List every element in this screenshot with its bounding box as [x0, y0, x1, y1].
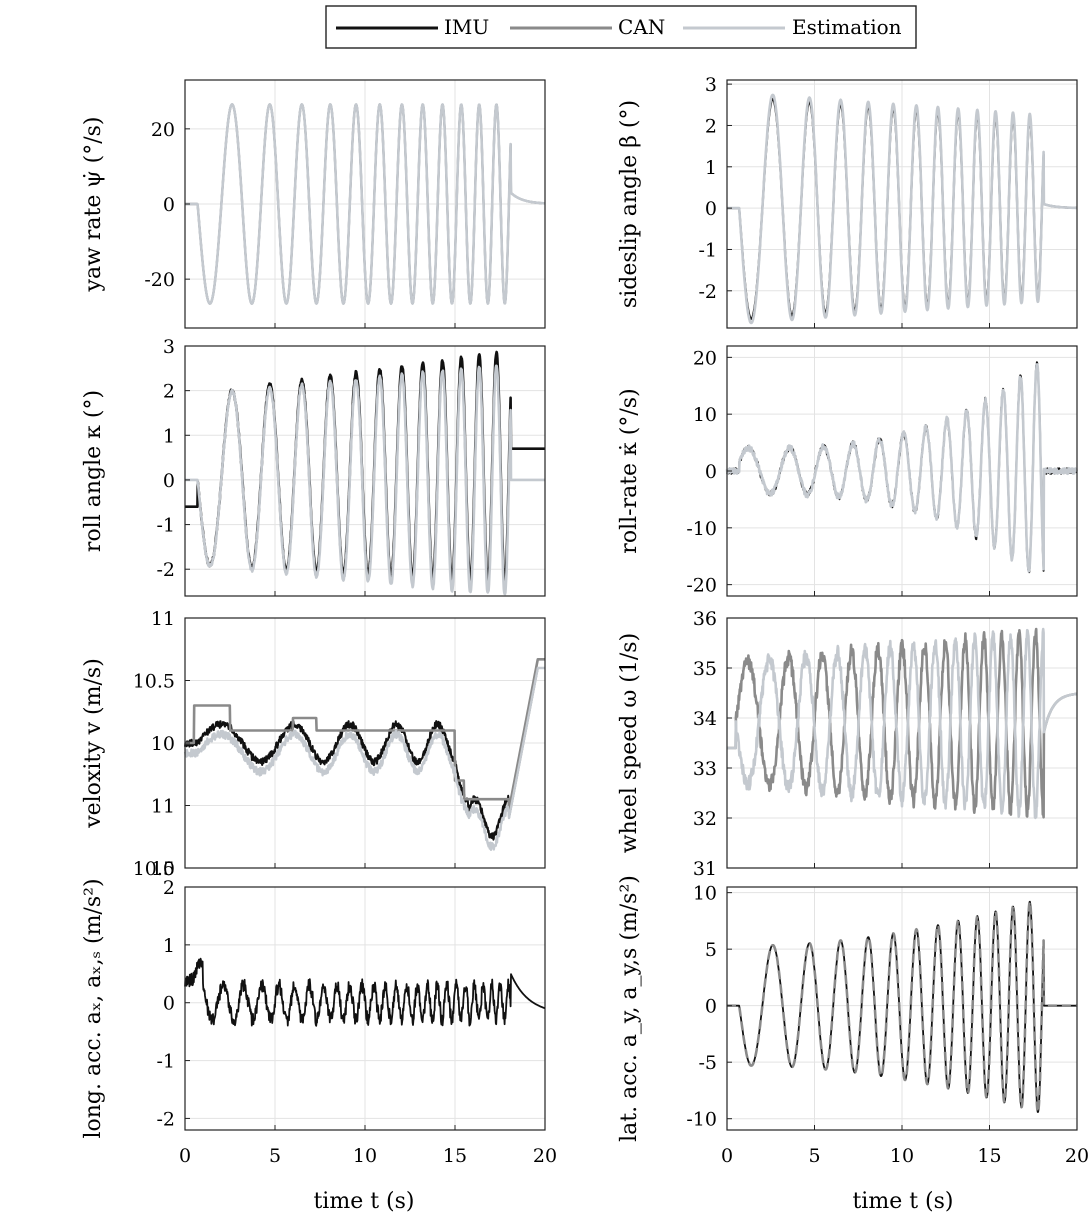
ytick-label: 2 [163, 877, 175, 899]
ytick-label: 10 [151, 858, 175, 880]
xtick-label: 0 [179, 1145, 191, 1167]
ytick-label: 0 [163, 194, 175, 216]
ytick-label: 11 [151, 796, 175, 818]
ytick-label: -1 [156, 515, 175, 537]
legend: IMU CAN Estimation [325, 5, 917, 49]
ytick-label: -10 [686, 1109, 717, 1131]
ytick-label: -1 [156, 1051, 175, 1073]
ytick-label: 10 [693, 883, 717, 905]
ytick-label: 3 [705, 74, 717, 96]
xtick-label: 15 [443, 1145, 467, 1167]
ytick-label: 33 [693, 758, 717, 780]
ytick-label: 1 [163, 935, 175, 957]
panel-wheel: 36 35 34 33 32 31 wheel speed ω (1/s) [617, 608, 1078, 880]
ytick-label: 35 [693, 658, 717, 680]
xaxis-label-left: time t (s) [313, 1189, 414, 1214]
ytick-label: 10 [151, 733, 175, 755]
xtick-label: 20 [1065, 1145, 1089, 1167]
ylabel-latacc: lat. acc. a_y, a_y,s (m/s²) [617, 875, 642, 1142]
ytick-label: -10 [686, 518, 717, 540]
series-line-estimation [184, 103, 546, 305]
xtick-label: 5 [808, 1145, 820, 1167]
ytick-label: -2 [156, 559, 175, 581]
series-line-imu [184, 667, 546, 841]
series-line-estimation [726, 627, 1078, 820]
ytick-label: 10 [693, 404, 717, 426]
series-line-estimation [726, 93, 1078, 325]
ytick-label: 0 [705, 198, 717, 220]
ylabel-wheel: wheel speed ω (1/s) [617, 633, 642, 853]
panel-rollrate: 20 10 0 -10 -20 roll-rate κ̇ (°/s) [617, 345, 1078, 597]
xtick-label: 15 [977, 1145, 1001, 1167]
series-line-can [184, 658, 546, 811]
ytick-label: 31 [693, 858, 717, 880]
ytick-label: 1 [705, 157, 717, 179]
ytick-label: 5 [705, 939, 717, 961]
series-line-imu [184, 957, 546, 1027]
ylabel-sideslip: sideslip angle β (°) [617, 100, 642, 308]
ytick-label: 0 [705, 461, 717, 483]
series-line-estimation [183, 666, 546, 851]
xtick-label: 0 [721, 1145, 733, 1167]
ytick-label: 3 [163, 336, 175, 358]
xtick-label: 10 [890, 1145, 914, 1167]
xtick-label: 20 [533, 1145, 557, 1167]
series-line-can [726, 627, 1078, 819]
ytick-label: -2 [156, 1108, 175, 1130]
series-line-estimation [725, 363, 1078, 573]
ytick-label: 32 [693, 808, 717, 830]
ytick-label: -20 [144, 269, 175, 291]
ytick-label: 36 [693, 608, 717, 630]
ytick-label: 10.5 [133, 858, 175, 880]
xtick-label: 5 [269, 1145, 281, 1167]
xaxis-label-right: time t (s) [852, 1189, 953, 1214]
ytick-label: 2 [163, 381, 175, 403]
panel-sideslip: 3 2 1 0 -1 -2 sideslip angle β (°) [617, 74, 1078, 329]
ytick-label: 10.5 [133, 671, 175, 693]
panel-yaw: 20 0 -20 yaw rate ψ̇ (°/s) [81, 79, 546, 329]
ylabel-roll: roll angle κ (°) [81, 390, 106, 552]
ytick-label: 20 [151, 119, 175, 141]
ylabel-longacc: long. acc. aₓ, aₓ,ₛ (m/s²) [81, 878, 106, 1138]
legend-label-estimation: Estimation [792, 15, 902, 39]
ytick-label: 20 [693, 347, 717, 369]
panel-roll: 3 2 1 0 -1 -2 roll angle κ (°) [81, 336, 546, 597]
ytick-label: 0 [163, 470, 175, 492]
ytick-label: -1 [698, 239, 717, 261]
xtick-label: 10 [353, 1145, 377, 1167]
series-line-can [726, 900, 1078, 1114]
ytick-label: 0 [705, 996, 717, 1018]
ytick-label: -2 [698, 281, 717, 303]
ytick-label: 34 [693, 708, 717, 730]
ytick-label: 0 [163, 993, 175, 1015]
ytick-label: -20 [686, 575, 717, 597]
legend-label-can: CAN [618, 15, 665, 39]
ytick-label: 2 [705, 115, 717, 137]
ylabel-rollrate: roll-rate κ̇ (°/s) [617, 388, 642, 553]
ytick-label: -5 [698, 1052, 717, 1074]
ylabel-velocity: veloxity v (m/s) [81, 658, 106, 829]
ytick-label: 11 [151, 608, 175, 630]
series-line-estimation [184, 364, 546, 596]
ylabel-yaw: yaw rate ψ̇ (°/s) [81, 117, 106, 293]
legend-label-imu: IMU [444, 15, 489, 39]
ytick-label: 1 [163, 425, 175, 447]
